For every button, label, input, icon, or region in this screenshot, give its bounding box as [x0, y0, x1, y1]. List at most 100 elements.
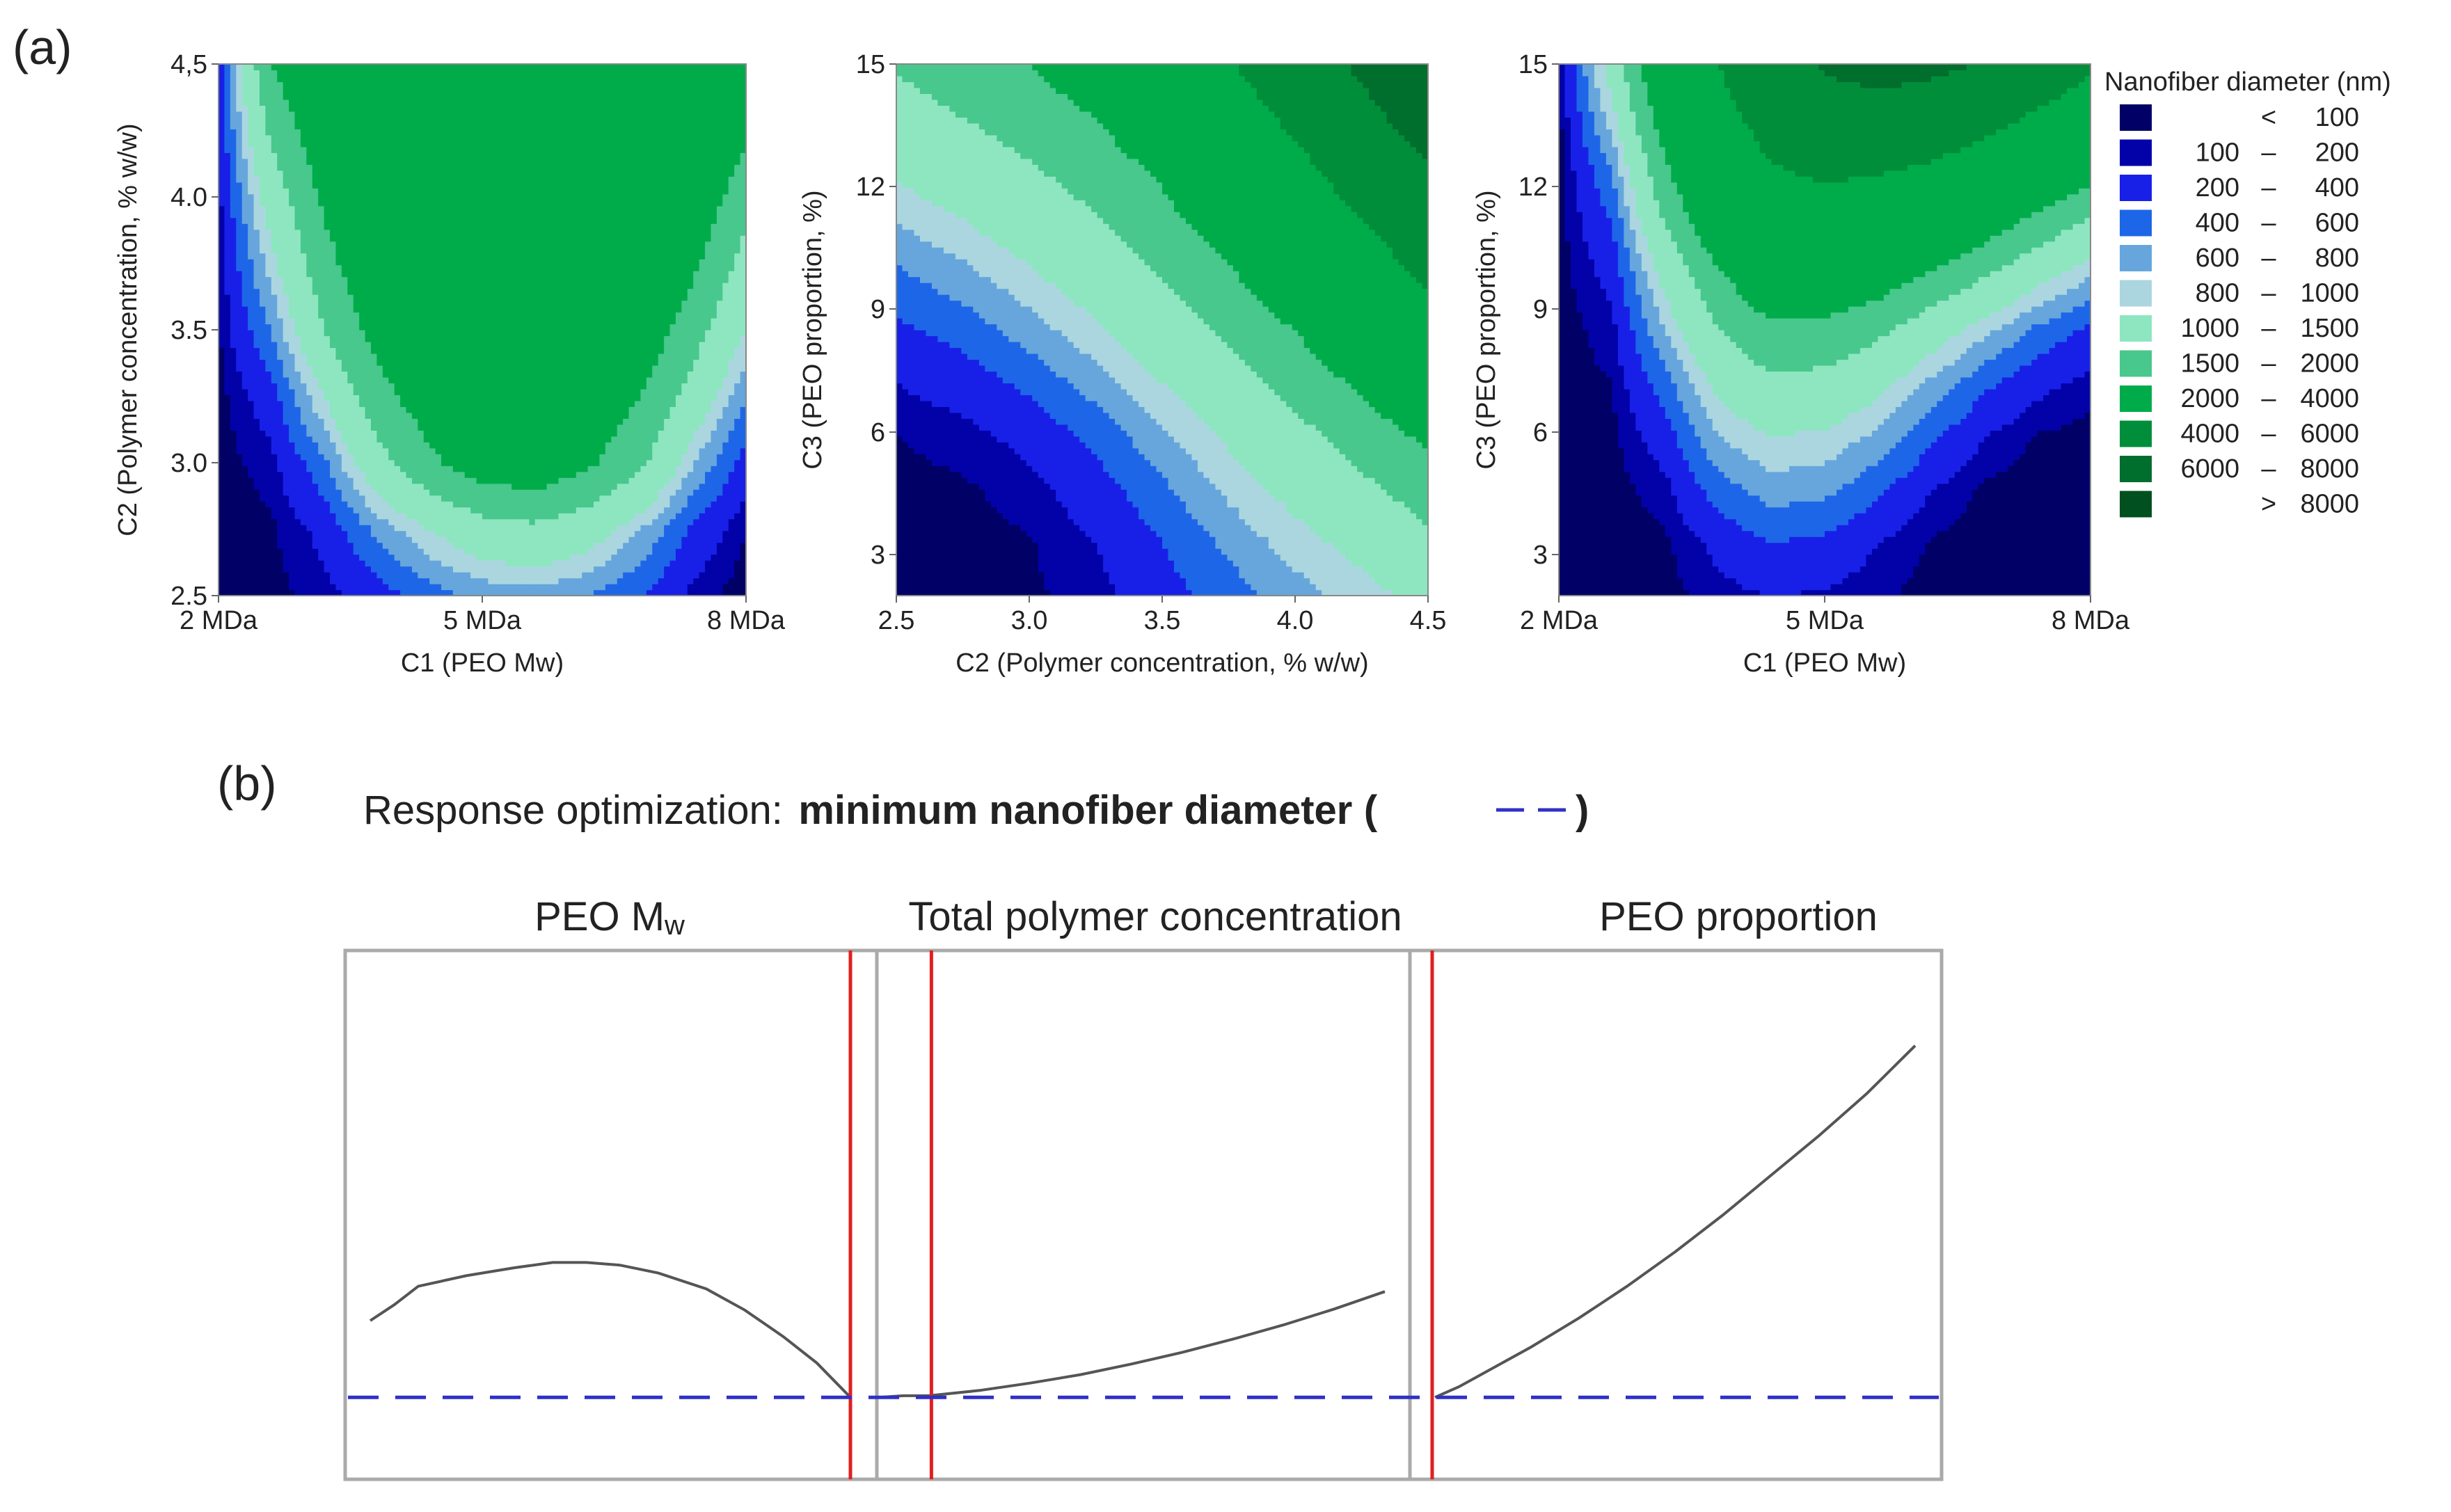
contour-cell — [628, 495, 635, 502]
contour-cell — [705, 353, 712, 360]
contour-cell — [646, 418, 653, 425]
contour-cell — [716, 459, 723, 466]
contour-cell — [482, 412, 489, 419]
contour-cell — [511, 554, 518, 561]
contour-cell — [289, 471, 296, 478]
contour-cell — [300, 271, 307, 278]
contour-cell — [248, 330, 255, 337]
contour-cell — [418, 418, 425, 425]
contour-cell — [517, 318, 524, 325]
contour-cell — [347, 554, 354, 561]
contour-cell — [300, 507, 307, 514]
contour-cell — [253, 447, 260, 454]
contour-cell — [570, 542, 577, 549]
contour-cell — [658, 383, 665, 390]
contour-cell — [534, 477, 541, 484]
contour-cell — [259, 264, 266, 271]
contour-cell — [259, 276, 266, 283]
contour-cell — [505, 418, 512, 425]
contour-cell — [599, 436, 606, 443]
contour-cell — [553, 454, 560, 461]
contour-cell — [376, 306, 383, 313]
contour-cell — [728, 335, 735, 342]
contour-cell — [411, 383, 418, 390]
contour-cell — [546, 353, 553, 360]
contour-cell — [452, 518, 459, 525]
contour-cell — [675, 365, 682, 372]
contour-cell — [219, 347, 225, 354]
contour-cell — [353, 589, 360, 596]
contour-cell — [241, 459, 248, 466]
contour-cell — [728, 436, 735, 443]
contour-cell — [452, 584, 459, 591]
contour-cell — [734, 536, 741, 543]
contour-cell — [459, 584, 466, 591]
contour-cell — [435, 442, 442, 449]
contour-cell — [711, 294, 717, 301]
contour-cell — [711, 584, 717, 591]
contour-cell — [241, 276, 248, 283]
contour-cell — [511, 359, 518, 366]
contour-cell — [452, 271, 459, 278]
contour-cell — [236, 554, 243, 561]
contour-cell — [716, 518, 723, 525]
contour-cell — [541, 430, 548, 437]
contour-cell — [664, 513, 671, 520]
contour-cell — [664, 477, 671, 484]
contour-cell — [534, 294, 541, 301]
contour-cell — [411, 330, 418, 337]
contour-cell — [376, 554, 383, 561]
contour-cell — [423, 536, 430, 543]
contour-cell — [353, 347, 360, 354]
contour-cell — [435, 288, 442, 295]
contour-cell — [634, 507, 641, 514]
contour-cell — [576, 489, 582, 496]
contour-cell — [546, 376, 553, 383]
contour-cell — [411, 347, 418, 354]
contour-cell — [353, 477, 360, 484]
contour-cell — [452, 554, 459, 561]
contour-cell — [464, 376, 471, 383]
contour-cell — [418, 324, 425, 331]
contour-cell — [587, 282, 594, 289]
contour-cell — [705, 578, 712, 584]
contour-cell — [452, 341, 459, 349]
contour-cell — [617, 271, 624, 278]
contour-cell — [312, 572, 319, 579]
contour-cell — [411, 525, 418, 532]
contour-cell — [582, 294, 589, 301]
contour-cell — [418, 548, 425, 555]
contour-cell — [470, 465, 477, 472]
contour-cell — [347, 477, 354, 484]
contour-cell — [265, 447, 272, 454]
contour-cell — [570, 442, 577, 449]
contour-cell — [359, 271, 366, 278]
contour-cell — [517, 388, 524, 395]
contour-cell — [447, 501, 454, 508]
contour-cell — [640, 330, 647, 337]
contour-cell — [628, 483, 635, 490]
contour-cell — [447, 406, 454, 413]
contour-cell — [482, 518, 489, 525]
contour-cell — [324, 412, 331, 419]
contour-cell — [277, 477, 284, 484]
contour-cell — [482, 548, 489, 555]
contour-cell — [652, 513, 659, 520]
contour-cell — [558, 554, 565, 561]
contour-cell — [423, 282, 430, 289]
contour-cell — [294, 341, 301, 349]
contour-cell — [658, 572, 665, 579]
contour-cell — [318, 578, 325, 584]
contour-cell — [553, 335, 560, 342]
contour-cell — [219, 495, 225, 502]
contour-cell — [312, 264, 319, 271]
contour-cell — [347, 264, 354, 271]
contour-cell — [347, 359, 354, 366]
contour-cell — [564, 542, 571, 549]
contour-cell — [324, 501, 331, 508]
contour-cell — [236, 430, 243, 437]
contour-cell — [277, 589, 284, 596]
contour-cell — [711, 525, 717, 532]
contour-cell — [219, 454, 225, 461]
contour-cell — [652, 536, 659, 543]
